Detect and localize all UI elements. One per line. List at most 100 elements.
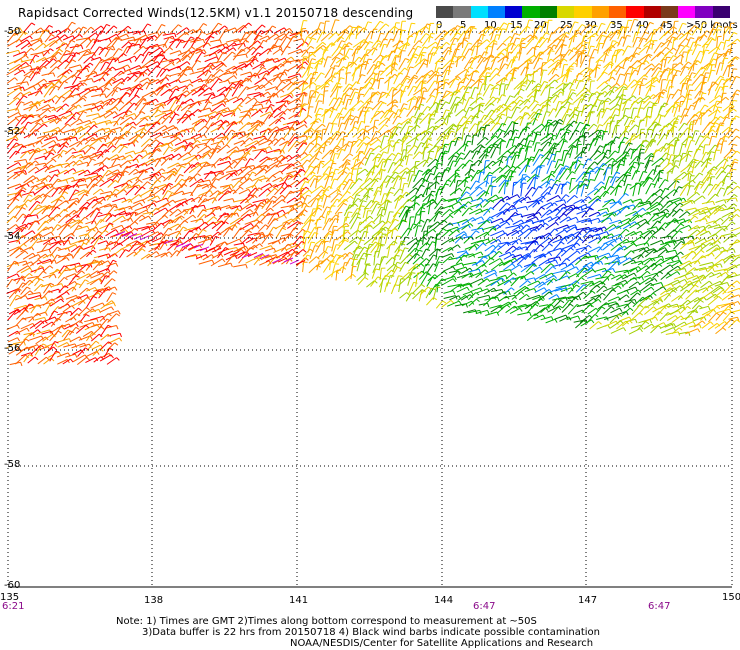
wind-barb-flag [164,44,168,49]
wind-barb [537,105,544,119]
wind-barb [432,92,439,105]
wind-barb-flag [16,128,20,133]
wind-barb-flag [495,34,501,36]
wind-barb [484,76,487,91]
wind-barb [328,130,338,141]
wind-barb-flag [214,52,218,57]
wind-barb-flag [104,93,107,98]
wind-barb-flag [501,94,506,97]
wind-barb [447,125,454,134]
wind-barb [446,130,452,140]
wind-barb [540,136,552,146]
wind-barb [20,121,29,135]
wind-barb [707,81,713,96]
wind-barb-flag [185,31,189,36]
wind-barb [342,25,351,34]
wind-barb-flag [407,121,412,124]
wind-barb [139,115,149,120]
wind-barb [618,130,626,139]
wind-barb [342,108,351,120]
wind-barb [76,161,88,166]
wind-barb [160,88,170,97]
wind-barb-flag [136,158,139,163]
wind-barb-flag [398,28,403,31]
wind-barb-flag [348,98,353,101]
wind-barb-flag [162,31,167,35]
wind-barb [554,39,562,50]
wind-barb [62,52,74,56]
wind-barb-flag [14,32,19,36]
wind-barb [6,108,18,112]
wind-barb-flag [198,100,202,105]
wind-barb [723,40,727,50]
wind-barb-flag [141,186,146,190]
wind-barb [141,45,151,56]
wind-barb [202,62,211,71]
wind-barb [371,39,379,49]
wind-barb-flag [289,94,293,99]
wind-barb [575,111,580,125]
wind-barb-flag [714,52,719,55]
wind-barb [330,19,336,33]
wind-barb [699,82,704,96]
wind-barb [125,163,138,169]
wind-barb [352,151,363,160]
wind-barb-flag [352,26,357,29]
wind-barb [476,104,481,119]
wind-barb [371,145,380,153]
wind-barb [729,100,734,113]
wind-barb-flag [417,45,422,49]
wind-barb [477,79,480,90]
wind-barb [425,137,429,148]
wind-barb [203,163,215,167]
wind-barb [237,39,246,50]
wind-barb-flag [49,48,54,52]
wind-barb-flag [454,91,459,94]
wind-barb-flag [684,108,689,111]
wind-barb-flag [389,109,394,113]
wind-barb-flag [26,39,31,44]
wind-barb [119,160,129,168]
wind-barb [197,114,209,118]
wind-barb-flag [575,108,579,112]
wind-barb [76,48,90,55]
wind-barb-flag [59,129,64,134]
wind-barb [540,98,549,106]
wind-barb [343,114,351,125]
wind-barb [174,140,186,146]
wind-barb [91,25,102,34]
wind-barb-flag [633,79,638,83]
wind-barb-flag [130,116,134,121]
wind-barb [77,65,87,77]
wind-barb [49,51,59,61]
wind-barb-flag [406,77,411,81]
wind-barb-flag [444,143,449,146]
wind-barb-flag [290,56,295,61]
wind-barb [426,73,436,84]
wind-barb-flag [118,37,123,41]
wind-barb-flag [435,125,440,128]
wind-barb [631,170,637,180]
wind-barb [454,25,463,36]
wind-barb [254,149,263,160]
wind-barb-flag [455,151,460,156]
scale-swatch [574,6,592,18]
wind-barb-flag [33,132,37,137]
wind-barb-flag [438,146,443,148]
wind-barb [100,45,114,51]
wind-barb [587,45,592,56]
wind-barb [715,41,722,54]
wind-barb-flag [382,91,387,94]
wind-barb [111,87,118,97]
wind-barb [441,46,449,55]
wind-barb-flag [614,150,619,154]
wind-barb [329,86,338,98]
wind-barb [321,109,331,117]
wind-barb [156,84,166,96]
wind-barb-flag [349,153,354,157]
wind-barb [645,32,653,43]
wind-barb-flag [569,68,574,70]
wind-barb [15,145,24,156]
wind-barb-flag [65,103,70,107]
wind-barb-flag [705,49,710,52]
